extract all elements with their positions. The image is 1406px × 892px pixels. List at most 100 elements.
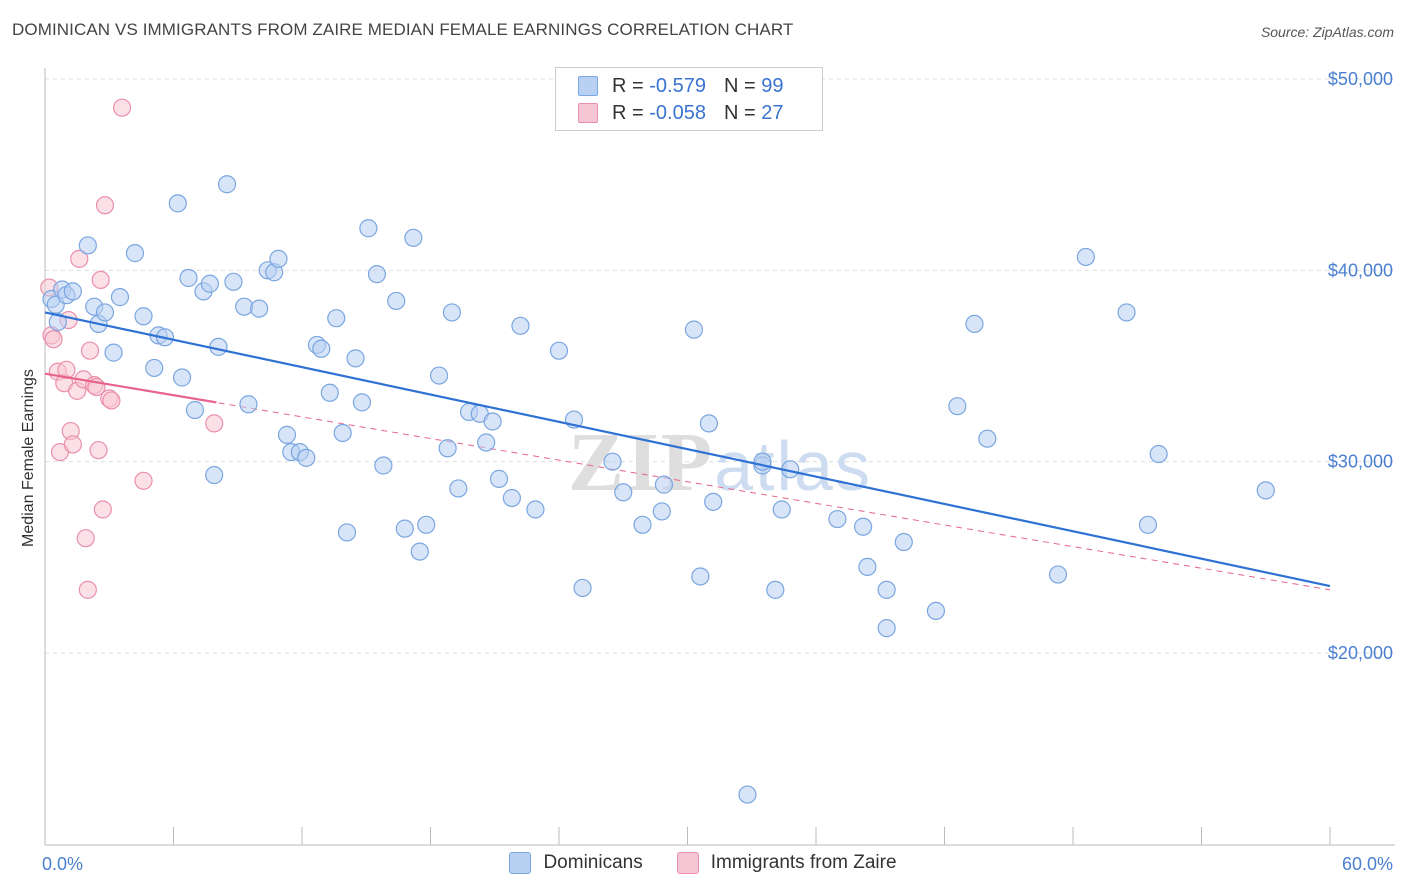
zaire-point <box>89 441 108 460</box>
legend-swatch-pink <box>578 103 598 123</box>
x-tick-label: 60.0% <box>1342 854 1393 874</box>
legend-item-zaire[interactable]: Immigrants from Zaire <box>676 852 897 874</box>
dominican-point <box>438 439 457 458</box>
dominican-point <box>250 299 269 318</box>
dominican-point <box>185 400 205 420</box>
dominican-point <box>209 337 228 356</box>
legend-r-value: -0.579 <box>649 74 706 97</box>
dominican-point <box>235 297 254 316</box>
legend-label: Immigrants from Zaire <box>710 852 897 873</box>
dominican-point <box>352 393 372 412</box>
dominican-point <box>110 288 130 307</box>
dominican-point <box>374 456 393 475</box>
dominican-point <box>442 303 462 322</box>
dominican-point <box>652 502 671 521</box>
dominican-point <box>772 500 791 519</box>
tick-labels: $20,000 $30,000 $40,000 $50,000 0.0% 60.0% <box>42 69 1393 874</box>
dominican-point <box>691 567 710 586</box>
dominican-point <box>205 465 224 485</box>
legend-n-value: 27 <box>761 101 784 124</box>
axes <box>44 68 1395 846</box>
legend-n-value: 99 <box>761 74 784 97</box>
grid-lines <box>45 78 1395 654</box>
series-legend: Dominicans Immigrants from Zaire <box>0 852 1406 874</box>
dominican-point <box>699 414 719 433</box>
legend-r-label: R = <box>612 74 644 97</box>
legend-row-zaire: R = -0.058 N = 27 <box>578 101 783 125</box>
dominican-point <box>1256 481 1275 500</box>
dominican-point <box>633 515 652 534</box>
chart-source: Source: ZipAtlas.com <box>1260 24 1394 40</box>
dominican-point <box>297 448 316 467</box>
legend-r-label: R = <box>612 101 644 124</box>
dominican-point <box>858 557 877 577</box>
dominican-point <box>429 366 449 385</box>
dominican-point <box>78 236 97 255</box>
dominican-point <box>684 320 704 339</box>
dominican-point <box>965 314 984 334</box>
dominican-point <box>948 397 967 416</box>
trend-lines <box>44 373 1331 591</box>
zaire-point <box>78 580 97 599</box>
dominican-point <box>573 578 592 598</box>
dominican-point <box>410 542 429 561</box>
dominican-point <box>449 479 468 498</box>
data-points <box>40 98 1331 804</box>
dominican-point <box>753 452 772 471</box>
zaire-point <box>102 391 121 410</box>
dominican-point <box>217 175 237 194</box>
y-tick-label: $50,000 <box>1328 69 1393 89</box>
legend-swatch-blue <box>578 76 598 96</box>
dominican-point <box>877 619 896 638</box>
y-tick-label: $40,000 <box>1328 260 1393 280</box>
dominican-point <box>489 469 509 488</box>
dominican-point <box>172 368 192 387</box>
dominican-point <box>346 349 365 368</box>
dominican-point <box>417 515 436 534</box>
dominican-point <box>239 395 258 414</box>
dominican-point <box>404 228 423 247</box>
legend-n-label: N = <box>723 74 756 97</box>
dominican-point <box>1076 247 1095 267</box>
dominican-point <box>63 282 82 301</box>
dominican-point <box>1138 515 1158 534</box>
dominican-point <box>179 268 198 288</box>
dominican-point <box>134 307 153 326</box>
legend-row-dominicans: R = -0.579 N = 99 <box>578 74 783 98</box>
dominican-point <box>224 272 243 291</box>
dominican-point <box>526 500 545 519</box>
dominican-point <box>654 475 674 494</box>
dominican-point <box>926 601 946 621</box>
legend-swatch-pink <box>676 852 699 874</box>
dominican-point <box>387 291 406 311</box>
dominican-point <box>327 309 346 328</box>
dominican-point <box>125 244 145 263</box>
dominican-point <box>312 339 331 358</box>
dominican-point <box>502 488 521 508</box>
zaire-point <box>112 98 132 117</box>
dominican-point <box>359 219 378 238</box>
dominican-point <box>766 580 785 599</box>
dominican-point <box>614 483 633 502</box>
dominican-point <box>1048 565 1068 584</box>
legend-item-dominicans[interactable]: Dominicans <box>509 852 643 874</box>
dominican-point <box>603 452 622 471</box>
dominican-point <box>320 383 339 402</box>
zaire-point <box>205 414 224 433</box>
correlation-legend: R = -0.579 N = 99 R = -0.058 N = 27 <box>555 67 823 131</box>
dominican-point <box>145 358 164 378</box>
dominican-point <box>367 265 387 284</box>
legend-r-value: -0.058 <box>649 101 706 124</box>
dominican-point <box>511 316 530 335</box>
y-axis-label: Median Female Earnings <box>20 369 37 547</box>
dominican-point <box>704 492 723 511</box>
dominican-point <box>337 523 357 542</box>
zaire-point <box>134 471 153 490</box>
dominican-trend-line <box>44 311 1331 588</box>
zaire-point <box>80 341 100 360</box>
dominican-point <box>877 580 896 599</box>
dominican-point <box>95 303 115 322</box>
zaire-point <box>63 435 82 454</box>
dominican-point <box>48 312 67 332</box>
y-tick-label: $30,000 <box>1328 452 1393 472</box>
